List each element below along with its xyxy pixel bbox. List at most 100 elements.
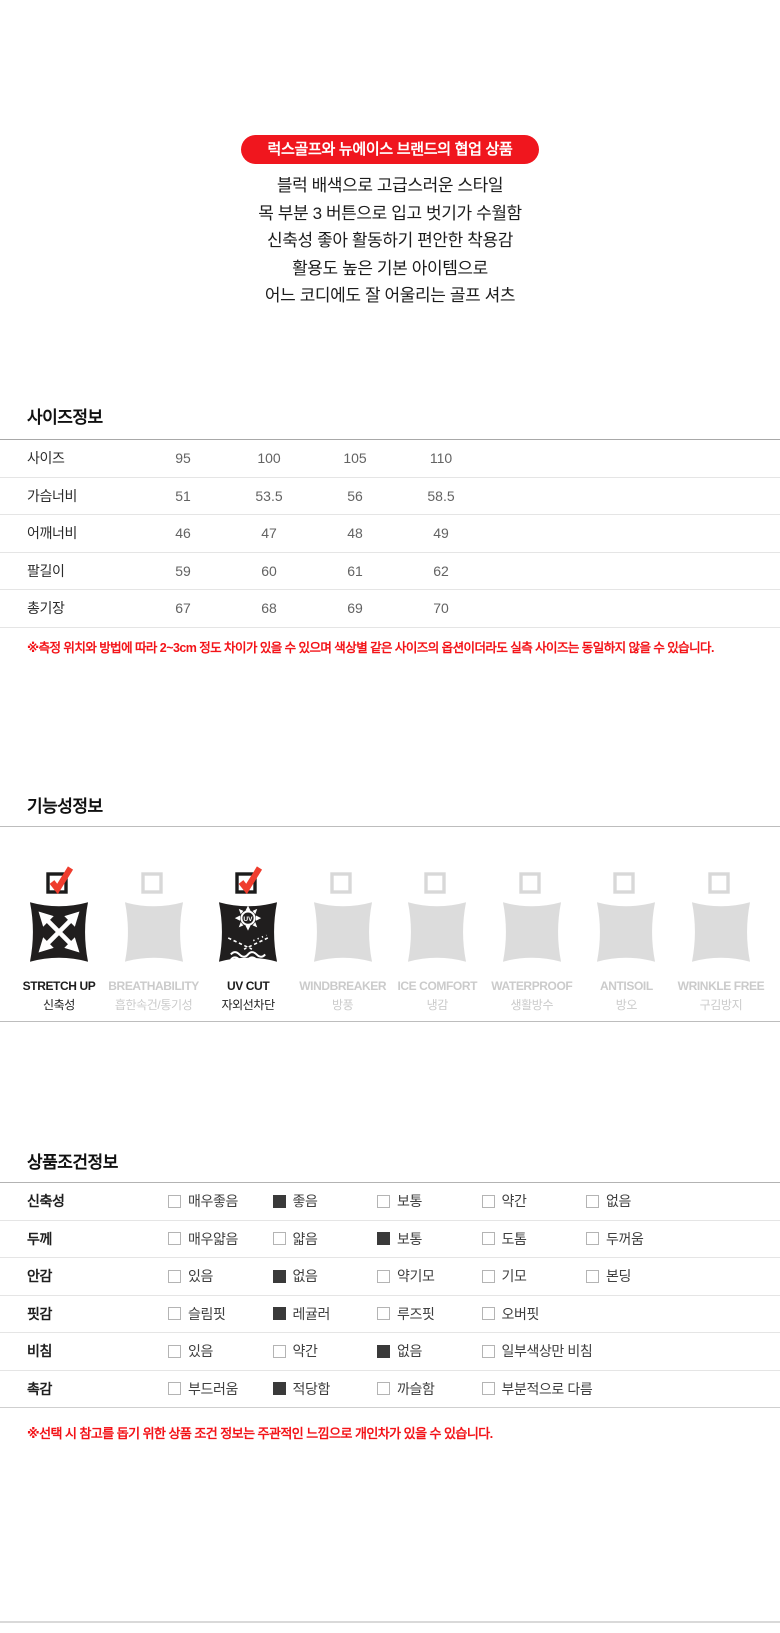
empty-checkbox-icon [481, 1194, 495, 1208]
size-value-cell: 49 [433, 525, 449, 542]
function-item: WRINKLE FREE 구김방지 [676, 864, 766, 1013]
function-label-ko: 자외선차단 [221, 998, 276, 1012]
size-table-row: 가슴너비 51 53.5 56 58.5 [0, 478, 780, 515]
function-label-en: STRETCH UP [22, 979, 96, 993]
condition-option-label: 있음 [188, 1268, 213, 1285]
condition-row-label: 신축성 [27, 1193, 65, 1210]
empty-checkbox-icon [481, 1307, 495, 1321]
unchecked-checkbox-icon [706, 864, 736, 894]
function-label-en: ANTISOIL [599, 979, 653, 993]
size-row-label: 팔길이 [27, 562, 65, 579]
checked-checkbox-icon [44, 864, 74, 894]
condition-table-row: 두께 매우얇음 얇음 보통 도톰 두꺼움 [0, 1221, 780, 1258]
function-label-en: UV CUT [226, 979, 270, 993]
empty-checkbox-icon [168, 1194, 181, 1208]
condition-option: 없음 [377, 1341, 482, 1361]
function-label-en: WATERPROOF [491, 979, 573, 993]
unchecked-checkbox-icon [517, 864, 547, 894]
filled-checkbox-icon [272, 1194, 286, 1208]
description-line: 신축성 좋아 활동하기 편안한 착용감 [267, 231, 513, 250]
uv-sun-icon: UV [215, 899, 281, 965]
condition-option: 두꺼움 [586, 1229, 691, 1249]
size-value-cell: 61 [347, 562, 363, 579]
function-item: ICE COMFORT 냉감 [392, 864, 482, 1013]
condition-option-label: 레귤러 [292, 1305, 331, 1322]
size-value-cell: 68 [261, 600, 277, 617]
function-item: UV UV CUT 자외선차단 [203, 864, 293, 1013]
condition-option-label: 오버핏 [501, 1305, 540, 1322]
function-label-ko: 방오 [615, 998, 638, 1012]
expand-arrows-icon [26, 899, 92, 965]
condition-option: 일부색상만 비침 [481, 1341, 593, 1361]
condition-option-label: 없음 [397, 1343, 422, 1360]
function-item: ANTISOIL 방오 [581, 864, 671, 1013]
condition-table-row: 핏감 슬림핏 레귤러 루즈핏 오버핏 [0, 1296, 780, 1333]
size-row-label: 사이즈 [27, 450, 65, 467]
fabric-swatch-icon [688, 899, 754, 965]
condition-row-label: 비침 [27, 1343, 52, 1360]
size-row-label: 어깨너비 [27, 525, 77, 542]
function-label-ko: 생활방수 [510, 998, 554, 1012]
size-value-cell: 70 [433, 600, 449, 617]
size-section-title: 사이즈정보 [27, 408, 103, 427]
condition-option-label: 도톰 [501, 1230, 527, 1247]
function-item: WATERPROOF 생활방수 [487, 864, 577, 1013]
condition-option: 부분적으로 다름 [481, 1379, 593, 1399]
size-table-row: 어깨너비 46 47 48 49 [0, 515, 780, 553]
function-icon-row: STRETCH UP 신축성 BREATHABILITY 흡한속건/통기성 UV UV C… [0, 864, 780, 1013]
function-section-title: 기능성정보 [27, 797, 103, 816]
condition-table-row: 비침 있음 약간 없음 일부색상만 비침 [0, 1333, 780, 1371]
size-value-cell: 67 [175, 600, 191, 617]
filled-checkbox-icon [377, 1232, 390, 1246]
condition-option: 보통 [377, 1191, 482, 1211]
description-line: 목 부분 3 버튼으로 입고 벗기가 수월함 [258, 203, 522, 223]
function-label-ko: 냉감 [426, 998, 449, 1012]
size-value-cell: 47 [261, 525, 277, 542]
size-value-cell: 100 [257, 450, 281, 467]
condition-option-label: 없음 [606, 1193, 631, 1210]
condition-table: 신축성 매우좋음 좋음 보통 약간 없음 두께 매우얇음 얇음 보통 도톰 두꺼움 안감 있음 없음 약기모 기… [0, 1182, 780, 1408]
condition-row-label: 안감 [27, 1268, 52, 1285]
unchecked-checkbox-icon [139, 864, 169, 894]
condition-option: 없음 [272, 1266, 378, 1286]
description-line: 활용도 높은 기본 아이템으로 [292, 258, 488, 278]
condition-table-row: 촉감 부드러움 적당함 까슬함 부분적으로 다름 [0, 1371, 780, 1408]
fabric-swatch-icon [310, 899, 376, 965]
condition-option-label: 약기모 [397, 1268, 435, 1285]
filled-checkbox-icon [272, 1269, 286, 1283]
empty-checkbox-icon [481, 1232, 495, 1246]
condition-option-label: 본딩 [606, 1268, 631, 1285]
condition-option: 약기모 [377, 1266, 482, 1286]
condition-option-label: 보통 [397, 1230, 422, 1247]
size-value-cell: 56 [347, 487, 363, 504]
function-item: STRETCH UP 신축성 [14, 864, 104, 1013]
condition-option: 매우얇음 [168, 1229, 273, 1249]
size-value-cell: 110 [429, 450, 453, 467]
condition-option: 보통 [377, 1229, 482, 1249]
empty-checkbox-icon [168, 1307, 181, 1321]
empty-checkbox-icon [377, 1382, 390, 1396]
function-item: WINDBREAKER 방풍 [298, 864, 388, 1013]
function-label-en: WINDBREAKER [299, 979, 387, 993]
empty-checkbox-icon [481, 1344, 495, 1358]
divider [0, 1021, 780, 1022]
condition-option-label: 기모 [501, 1268, 527, 1285]
condition-row-label: 핏감 [27, 1305, 52, 1322]
condition-option-label: 일부색상만 비침 [501, 1343, 593, 1360]
condition-option: 얇음 [272, 1229, 378, 1249]
filled-checkbox-icon [377, 1344, 390, 1358]
condition-option-label: 약간 [292, 1343, 318, 1360]
condition-option: 오버핏 [481, 1304, 587, 1324]
condition-option-label: 적당함 [292, 1380, 331, 1397]
condition-option-label: 두꺼움 [606, 1230, 644, 1247]
description-line: 블럭 배색으로 고급스러운 스타일 [276, 176, 504, 195]
unchecked-checkbox-icon [611, 864, 641, 894]
svg-text:UV: UV [244, 916, 254, 923]
size-value-cell: 59 [175, 562, 191, 579]
empty-checkbox-icon [377, 1307, 390, 1321]
condition-option-label: 얇음 [292, 1230, 318, 1247]
condition-option: 매우좋음 [168, 1191, 273, 1211]
empty-checkbox-icon [481, 1269, 495, 1283]
empty-checkbox-icon [168, 1232, 181, 1246]
